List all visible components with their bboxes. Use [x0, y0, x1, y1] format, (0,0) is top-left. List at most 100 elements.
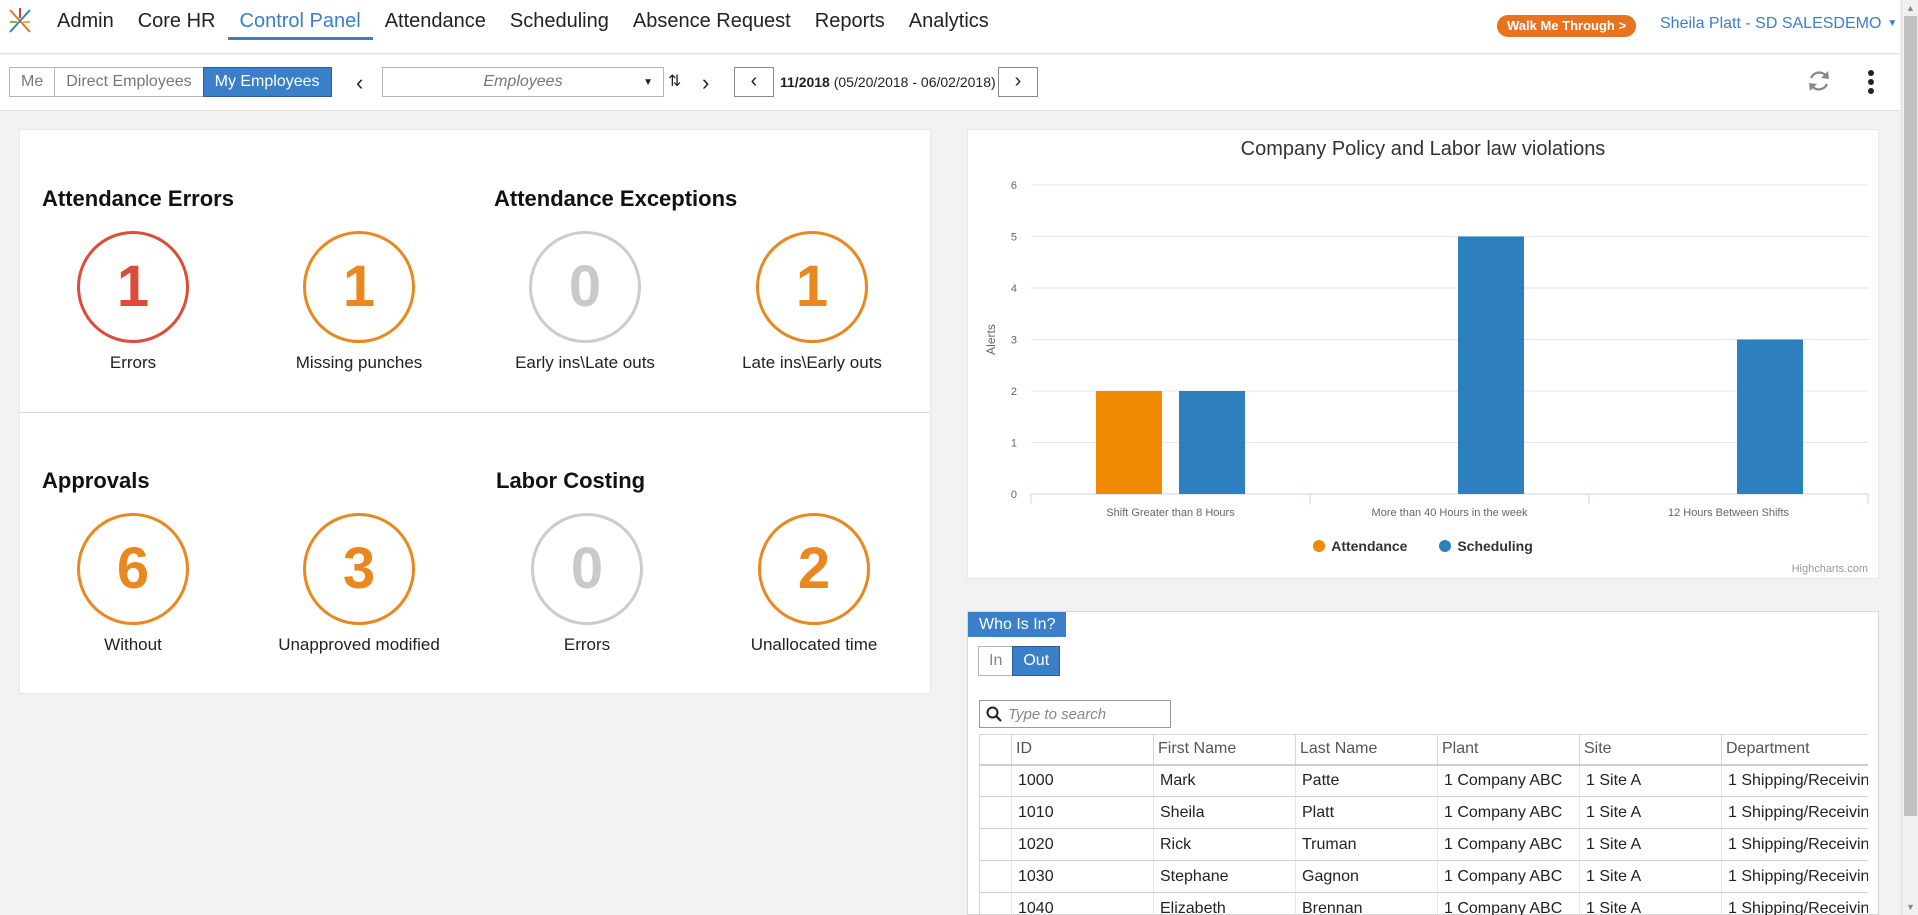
pay-period-range: (05/20/2018 - 06/02/2018) — [833, 74, 996, 90]
kpi-value-circle: 0 — [529, 231, 641, 343]
cell-site: 1 Site A — [1579, 796, 1722, 829]
in-out-toggle: In Out — [978, 646, 1061, 676]
column-header-department[interactable]: Department — [1721, 734, 1868, 766]
cell-plant: 1 Company ABC — [1437, 764, 1580, 797]
legend-item-attendance[interactable]: Attendance — [1313, 538, 1407, 554]
scope-me-button[interactable]: Me — [9, 67, 56, 97]
nav-core-hr[interactable]: Core HR — [137, 10, 216, 32]
kpi-late-ins-early-outs[interactable]: 1 Late ins\Early outs — [712, 231, 912, 373]
row-select-cell[interactable] — [979, 764, 1012, 797]
caret-down-icon: ▼ — [1887, 18, 1898, 30]
column-header-plant[interactable]: Plant — [1437, 734, 1580, 766]
legend-item-scheduling[interactable]: Scheduling — [1439, 538, 1533, 554]
cell-first-name: Stephane — [1153, 860, 1296, 893]
kpi-value-circle: 0 — [531, 513, 643, 625]
out-button[interactable]: Out — [1012, 646, 1061, 676]
nav-reports[interactable]: Reports — [814, 10, 885, 32]
cell-id: 1030 — [1011, 860, 1154, 893]
cell-last-name: Platt — [1295, 796, 1438, 829]
row-select-cell[interactable] — [979, 892, 1012, 915]
top-navigation: Admin Core HR Control Panel Attendance S… — [0, 0, 1900, 54]
kpi-label: Unapproved modified — [278, 635, 440, 654]
column-header-select[interactable] — [979, 734, 1012, 766]
filter-toolbar: Me Direct Employees My Employees ‹ Emplo… — [0, 55, 1900, 111]
kpi-early-ins-late-outs[interactable]: 0 Early ins\Late outs — [485, 231, 685, 373]
row-select-cell[interactable] — [979, 860, 1012, 893]
row-select-cell[interactable] — [979, 828, 1012, 861]
next-employee-icon[interactable]: › — [702, 70, 710, 95]
nav-analytics[interactable]: Analytics — [908, 10, 989, 32]
kpi-label: Early ins\Late outs — [515, 353, 655, 372]
previous-employee-icon[interactable]: ‹ — [356, 70, 364, 95]
nav-control-panel[interactable]: Control Panel — [227, 0, 373, 40]
kpi-unallocated-time[interactable]: 2 Unallocated time — [714, 513, 914, 655]
y-tick-label: 2 — [1011, 386, 1017, 398]
more-options-icon[interactable] — [1867, 69, 1875, 95]
column-header-site[interactable]: Site — [1579, 734, 1722, 766]
y-axis-label: Alerts — [984, 324, 998, 355]
column-header-first-name[interactable]: First Name — [1153, 734, 1296, 766]
scroll-up-arrow-icon[interactable]: ▲ — [1906, 3, 1915, 13]
search-box — [979, 700, 1171, 728]
employee-select[interactable]: Employees ▼ — [382, 67, 664, 97]
chart-legend: Attendance Scheduling — [968, 538, 1878, 554]
app-logo-icon[interactable] — [6, 6, 34, 36]
cell-first-name: Sheila — [1153, 796, 1296, 829]
table-row[interactable]: 1020 Rick Truman 1 Company ABC 1 Site A … — [979, 828, 1868, 861]
column-header-last-name[interactable]: Last Name — [1295, 734, 1438, 766]
employee-scope-toggle: Me Direct Employees My Employees — [9, 67, 332, 97]
table-row[interactable]: 1000 Mark Patte 1 Company ABC 1 Site A 1… — [979, 764, 1868, 797]
who-is-in-table: ID First Name Last Name Plant Site Depar… — [979, 734, 1868, 915]
nav-admin[interactable]: Admin — [57, 10, 114, 32]
who-is-in-tab[interactable]: Who Is In? — [968, 612, 1067, 637]
violations-chart-card: 0 1 2 3 4 5 6 Alerts Shift Greater than 8 Hours M… — [967, 129, 1879, 579]
sort-icon[interactable]: ⇅ — [668, 73, 682, 90]
legend-attendance-dot — [1313, 540, 1326, 552]
violations-chart: 0 1 2 3 4 5 6 Alerts Shift Greater than 8 Hours M… — [984, 180, 1869, 519]
page-scrollbar[interactable]: ▲ ▼ — [1901, 0, 1918, 915]
y-tick-label: 1 — [1011, 438, 1017, 450]
nav-absence-request[interactable]: Absence Request — [632, 10, 791, 32]
pay-period-id: 11/2018 — [780, 74, 830, 90]
search-input[interactable] — [1008, 704, 1166, 724]
previous-period-button[interactable]: ‹ — [734, 67, 774, 97]
kpi-value-circle: 1 — [756, 231, 868, 343]
cell-id: 1040 — [1011, 892, 1154, 915]
row-select-cell[interactable] — [979, 796, 1012, 829]
refresh-icon[interactable] — [1806, 68, 1832, 94]
chart-credits[interactable]: Highcharts.com — [1791, 563, 1868, 575]
kpi-labor-costing-errors[interactable]: 0 Errors — [487, 513, 687, 655]
y-tick-label: 4 — [1011, 283, 1017, 295]
section-divider — [20, 412, 930, 413]
table-row[interactable]: 1010 Sheila Platt 1 Company ABC 1 Site A… — [979, 796, 1868, 829]
next-period-button[interactable]: › — [998, 67, 1038, 97]
kpi-missing-punches[interactable]: 1 Missing punches — [259, 231, 459, 373]
x-tick-label: 12 Hours Between Shifts — [1668, 507, 1790, 519]
labor-costing-title: Labor Costing — [496, 468, 646, 493]
pay-period-label: 11/2018 (05/20/2018 - 06/02/2018) — [780, 74, 996, 90]
scrollbar-thumb[interactable] — [1904, 16, 1917, 816]
walk-me-through-button[interactable]: Walk Me Through > — [1497, 15, 1637, 37]
cell-id: 1020 — [1011, 828, 1154, 861]
nav-scheduling[interactable]: Scheduling — [509, 10, 609, 32]
kpi-label: Unallocated time — [750, 635, 878, 654]
scroll-down-arrow-icon[interactable]: ▼ — [1906, 902, 1915, 912]
x-tick-label: Shift Greater than 8 Hours — [1106, 507, 1235, 519]
in-button[interactable]: In — [978, 646, 1014, 676]
column-header-id[interactable]: ID — [1011, 734, 1154, 766]
table-row[interactable]: 1040 Elizabeth Brennan 1 Company ABC 1 S… — [979, 892, 1868, 915]
cell-site: 1 Site A — [1579, 860, 1722, 893]
kpi-attendance-errors[interactable]: 1 Errors — [33, 231, 233, 373]
legend-scheduling-label: Scheduling — [1457, 538, 1533, 554]
nav-attendance[interactable]: Attendance — [384, 10, 486, 32]
cell-first-name: Elizabeth — [1153, 892, 1296, 915]
y-tick-label: 6 — [1011, 180, 1017, 192]
scope-direct-employees-button[interactable]: Direct Employees — [54, 67, 204, 97]
user-menu[interactable]: Sheila Platt - SD SALESDEMO ▼ — [1660, 15, 1897, 33]
table-row[interactable]: 1030 Stephane Gagnon 1 Company ABC 1 Sit… — [979, 860, 1868, 893]
kpi-unapproved-modified[interactable]: 3 Unapproved modified — [259, 513, 459, 655]
kpi-value-circle: 1 — [303, 231, 415, 343]
kpi-approvals-without[interactable]: 6 Without — [33, 513, 233, 655]
scope-my-employees-button[interactable]: My Employees — [202, 67, 332, 97]
cell-department: 1 Shipping/Receiving — [1721, 796, 1868, 829]
